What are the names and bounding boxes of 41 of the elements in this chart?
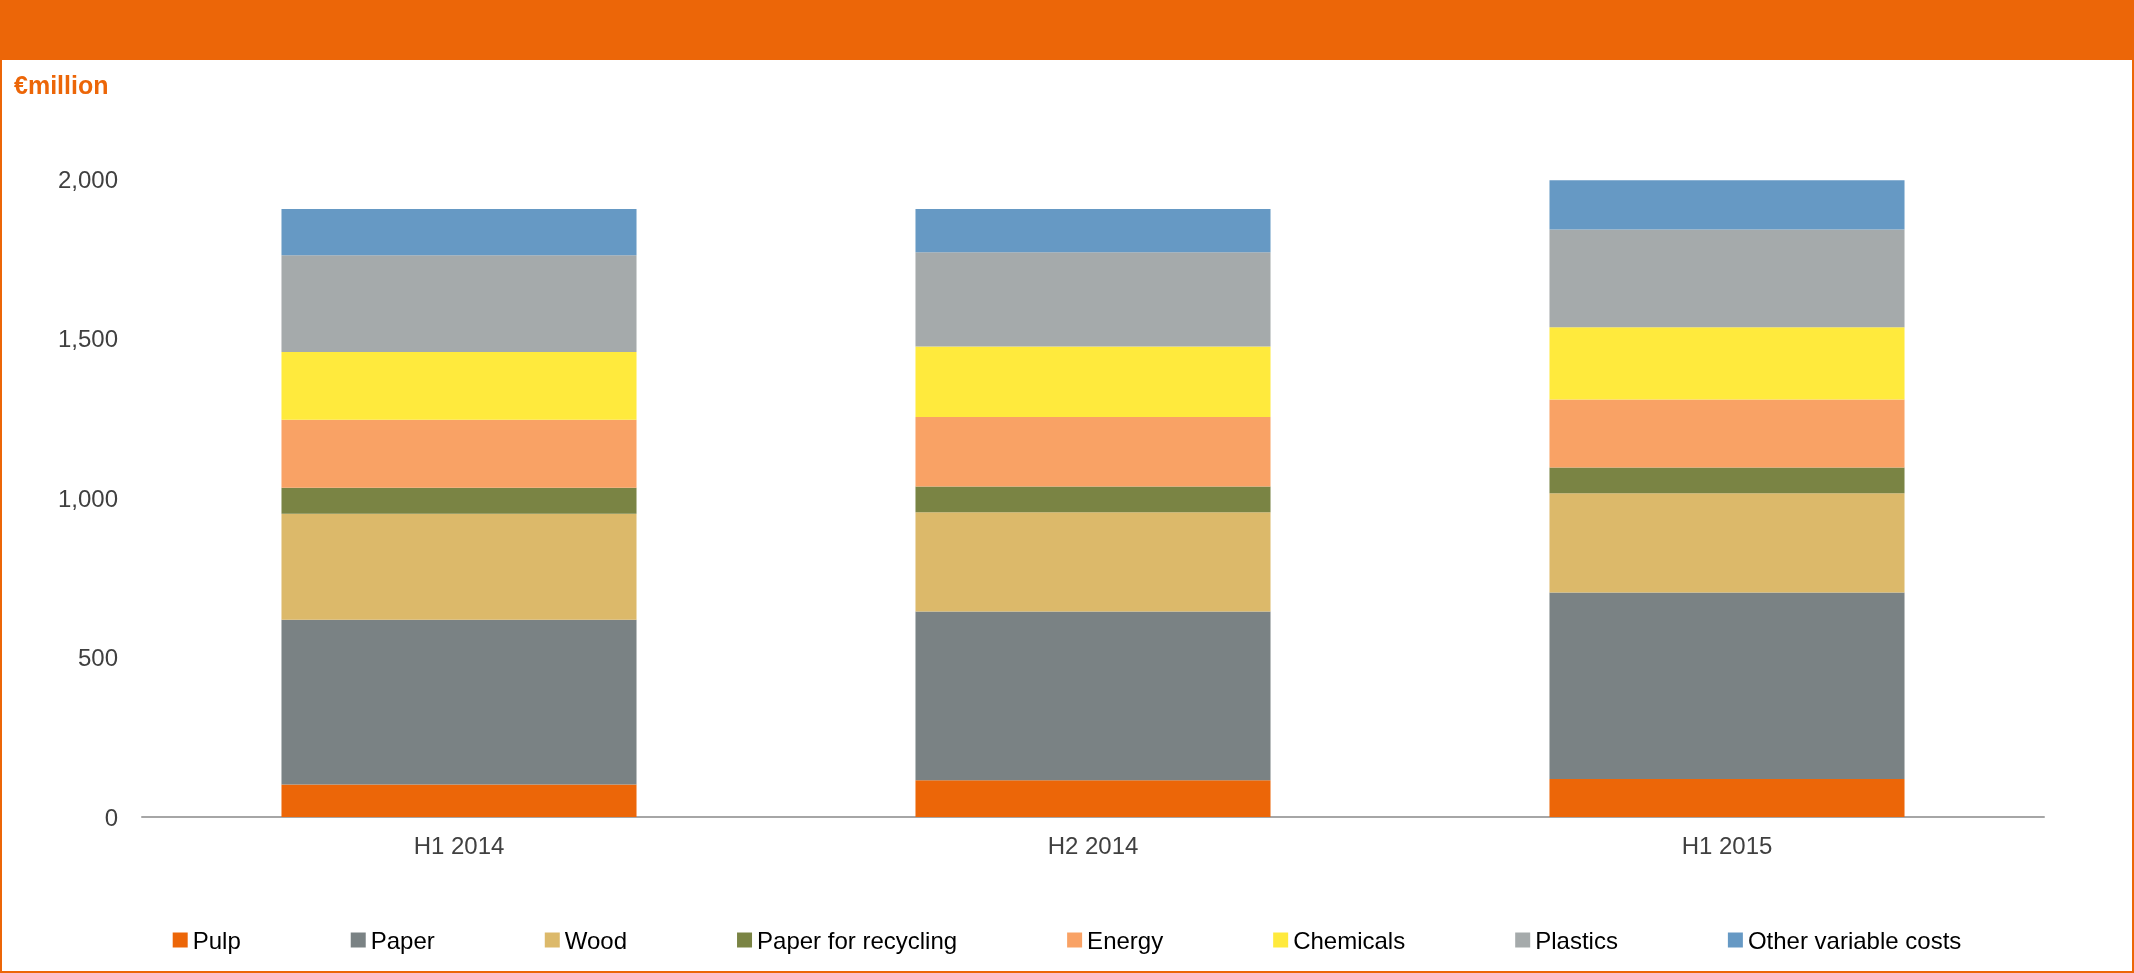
bar <box>1549 779 1905 817</box>
bar <box>915 252 1271 347</box>
legend-label: Other variable costs <box>1747 926 1962 954</box>
y-tick-label: 500 <box>77 644 118 671</box>
x-tick-label: H1 2014 <box>413 831 505 859</box>
bar <box>281 487 637 514</box>
legend-label: Wood <box>564 926 628 954</box>
legend-label: Paper for recycling <box>757 926 958 954</box>
bar <box>281 513 637 620</box>
y-tick-label: 0 <box>104 803 118 831</box>
x-tick-label: H1 2015 <box>1681 831 1773 859</box>
bar <box>915 346 1271 417</box>
bar <box>1549 467 1905 494</box>
legend-label: Pulp <box>192 926 241 954</box>
legend-label: Energy <box>1087 926 1164 954</box>
bar <box>915 780 1271 817</box>
bar <box>1549 180 1905 230</box>
bar <box>915 611 1271 781</box>
bar <box>281 784 637 817</box>
bar <box>1549 493 1905 593</box>
bar <box>281 255 637 352</box>
legend-label: Chemicals <box>1293 926 1406 954</box>
legend-label: Plastics <box>1535 926 1618 954</box>
bar <box>915 416 1271 487</box>
y-tick-label: 2,000 <box>57 165 118 193</box>
bar <box>1549 229 1905 328</box>
bar <box>1549 327 1905 400</box>
y-tick-label: 1,500 <box>57 325 118 352</box>
y-tick-label: 1,000 <box>57 484 118 512</box>
bar <box>1549 592 1905 780</box>
bar <box>281 208 637 256</box>
bar <box>915 208 1271 253</box>
bar <box>281 351 637 420</box>
bar <box>281 419 637 488</box>
y-axis-title: €million <box>14 70 109 99</box>
bar <box>281 619 637 785</box>
bar <box>915 512 1271 612</box>
bar <box>1549 399 1905 468</box>
bar <box>915 486 1271 513</box>
x-tick-label: H2 2014 <box>1047 831 1139 859</box>
legend-label: Paper <box>370 926 435 954</box>
